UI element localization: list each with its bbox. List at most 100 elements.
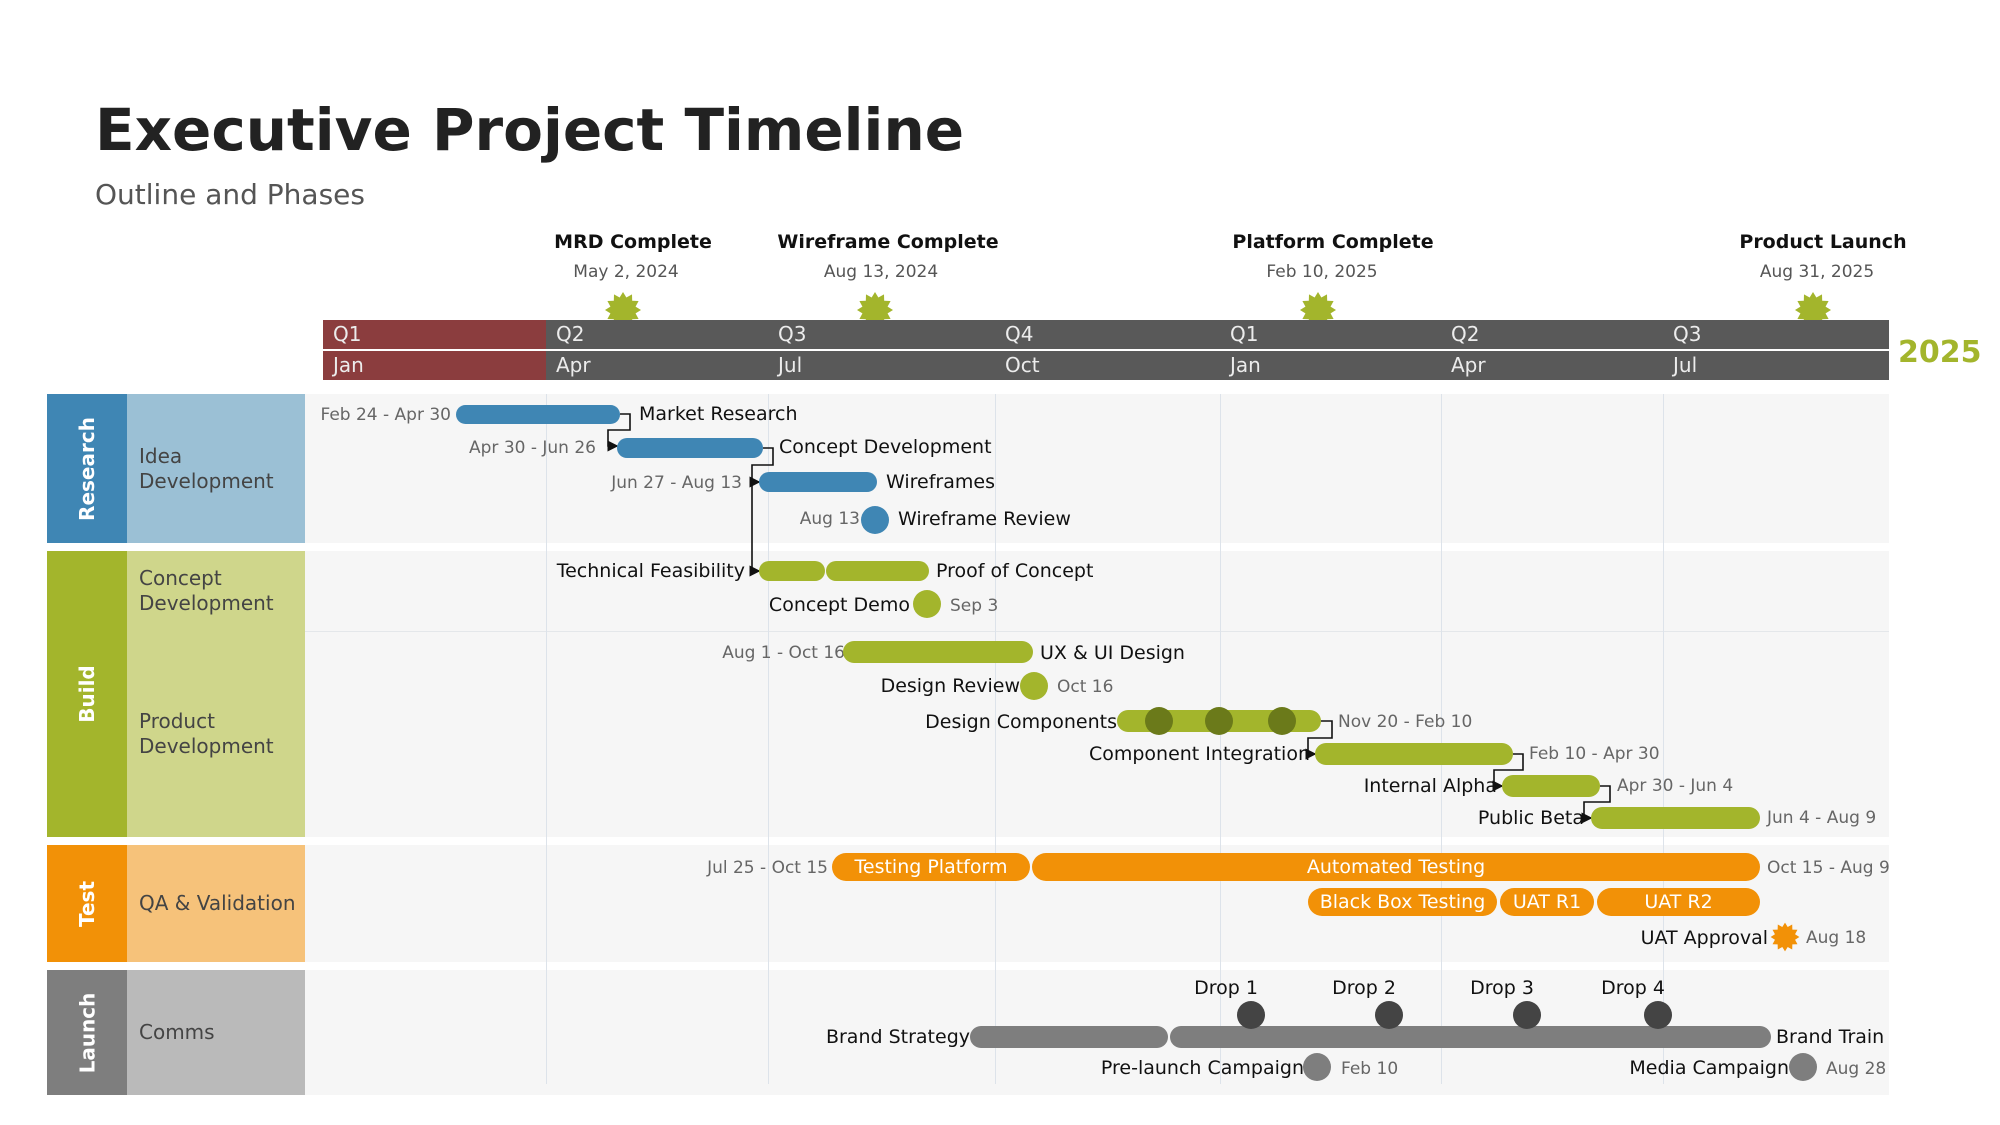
task-bar-uat-r1[interactable]: UAT R1 — [1500, 888, 1594, 916]
task-label: Design Review — [880, 675, 1020, 697]
task-bar-wireframes[interactable] — [759, 472, 877, 492]
milestone-date: May 2, 2024 — [573, 262, 679, 282]
task-label: Wireframes — [886, 471, 995, 493]
grid-line — [995, 394, 996, 1084]
sub-phase-comms: Comms — [127, 970, 305, 1095]
grid-line — [1663, 394, 1664, 1084]
phase-test: Test — [47, 845, 127, 962]
task-dates: Aug 13 — [799, 509, 860, 529]
quarter-header-cell: Q4 — [995, 320, 1220, 349]
drop-marker[interactable] — [1644, 1001, 1672, 1029]
task-dates: Apr 30 - Jun 26 — [469, 438, 596, 458]
task-bar-automated-testing[interactable]: Automated Testing — [1032, 853, 1760, 881]
task-bar-component-integration[interactable] — [1315, 743, 1513, 765]
month-header-cell: Apr — [1441, 351, 1663, 380]
task-dates: Nov 20 - Feb 10 — [1338, 712, 1473, 732]
task-bar-technical-feasibility[interactable] — [759, 561, 825, 581]
task-label: Public Beta — [1477, 807, 1584, 829]
milestone-star-icon — [1795, 292, 1831, 328]
task-label: Concept Development — [779, 436, 992, 458]
task-dates: Sep 3 — [950, 596, 999, 616]
grid-line — [1441, 394, 1442, 1084]
task-label: UAT Approval — [1640, 927, 1768, 949]
task-label: Design Components — [925, 711, 1117, 733]
quarter-header-cell: Q3 — [1663, 320, 1889, 349]
milestone-date: Aug 13, 2024 — [823, 262, 939, 282]
task-label: Concept Demo — [768, 594, 910, 616]
task-bar-brand-strategy[interactable] — [970, 1026, 1168, 1048]
sub-phase-label: Idea Development — [139, 443, 274, 493]
task-bar-market-research[interactable] — [456, 405, 620, 424]
task-label: Media Campaign — [1629, 1057, 1789, 1079]
grid-line — [546, 394, 547, 1084]
sub-phase-label: Product Development — [139, 709, 274, 758]
task-dates: Feb 24 - Apr 30 — [320, 405, 451, 425]
task-bar-concept-development[interactable] — [617, 438, 763, 458]
task-bar-ux-ui-design[interactable] — [843, 641, 1033, 663]
milestone-name: MRD Complete — [554, 231, 712, 253]
milestone-star-icon — [1300, 292, 1336, 328]
grid-line — [1220, 394, 1221, 1084]
drop-marker[interactable] — [1237, 1001, 1265, 1029]
drop-label: Drop 2 — [1332, 977, 1396, 999]
grid-line — [768, 394, 769, 1084]
design-review-marker[interactable] — [1020, 672, 1048, 700]
month-header-cell: Apr — [546, 351, 768, 380]
sub-phase-product-development: Product Development — [127, 631, 305, 837]
month-header-cell: Oct — [995, 351, 1220, 380]
phase-launch: Launch — [47, 970, 127, 1095]
task-bar-brand-train[interactable] — [1170, 1026, 1771, 1048]
task-label: Technical Feasibility — [556, 560, 745, 582]
task-dates: Aug 1 - Oct 16 — [722, 643, 845, 663]
milestone-name: Product Launch — [1739, 231, 1907, 253]
sub-phase-idea-development: Idea Development — [127, 394, 305, 543]
task-dates: Oct 16 — [1057, 677, 1114, 697]
phase-build: Build — [47, 551, 127, 837]
task-label: Brand Train — [1776, 1026, 1885, 1048]
sub-phase-label: Comms — [139, 1020, 215, 1044]
sub-phase-label: QA & Validation — [139, 891, 296, 915]
sub-phase-qa-validation: QA & Validation — [127, 845, 305, 962]
drop-label: Drop 3 — [1470, 977, 1534, 999]
month-header-cell: Jan — [323, 351, 546, 380]
task-bar-proof-of-concept[interactable] — [826, 561, 929, 581]
task-label: Component Integration — [1088, 743, 1310, 765]
pre-launch-campaign-marker[interactable] — [1303, 1053, 1331, 1081]
milestone-name: Platform Complete — [1232, 231, 1434, 253]
quarter-header-cell: Q2 — [546, 320, 768, 349]
wireframe-review-marker[interactable] — [861, 506, 889, 534]
concept-demo-marker[interactable] — [913, 590, 941, 618]
sub-phase-label: Concept Development — [139, 566, 274, 615]
band-divider — [305, 631, 1889, 632]
task-bar-testing-platform[interactable]: Testing Platform — [832, 853, 1030, 881]
drop-label: Drop 4 — [1601, 977, 1665, 999]
quarter-header-cell: Q1 — [323, 320, 546, 349]
drop-marker[interactable] — [1513, 1001, 1541, 1029]
task-dates: Jun 4 - Aug 9 — [1767, 808, 1877, 828]
task-bar-internal-alpha[interactable] — [1502, 775, 1600, 797]
task-label: Internal Alpha — [1363, 775, 1497, 797]
task-label: Brand Strategy — [825, 1026, 970, 1048]
milestone-date: Aug 31, 2025 — [1759, 262, 1875, 282]
task-bar-uat-r2[interactable]: UAT R2 — [1597, 888, 1760, 916]
task-dates: Jul 25 - Oct 15 — [707, 858, 828, 878]
drop-marker[interactable] — [1375, 1001, 1403, 1029]
design-component-checkpoint[interactable] — [1268, 707, 1296, 735]
media-campaign-marker[interactable] — [1789, 1053, 1817, 1081]
task-bar-public-beta[interactable] — [1591, 807, 1760, 829]
sub-phase-concept-development: Concept Development — [127, 551, 305, 631]
task-label: Pre-launch Campaign — [1100, 1057, 1304, 1079]
milestone-star-icon — [857, 292, 893, 328]
design-component-checkpoint[interactable] — [1145, 707, 1173, 735]
task-dates: Aug 18 — [1806, 928, 1867, 948]
design-component-checkpoint[interactable] — [1205, 707, 1233, 735]
task-label: Wireframe Review — [898, 508, 1071, 530]
task-dates: Feb 10 - Apr 30 — [1529, 744, 1660, 764]
task-bar-black-box-testing[interactable]: Black Box Testing — [1308, 888, 1497, 916]
quarter-header-cell: Q1 — [1220, 320, 1441, 349]
month-header-cell: Jan — [1220, 351, 1441, 380]
task-dates: Aug 28 — [1826, 1059, 1887, 1079]
uat-approval-star-icon[interactable] — [1769, 921, 1801, 953]
page-subtitle: Outline and Phases — [95, 178, 365, 211]
drop-label: Drop 1 — [1194, 977, 1258, 999]
